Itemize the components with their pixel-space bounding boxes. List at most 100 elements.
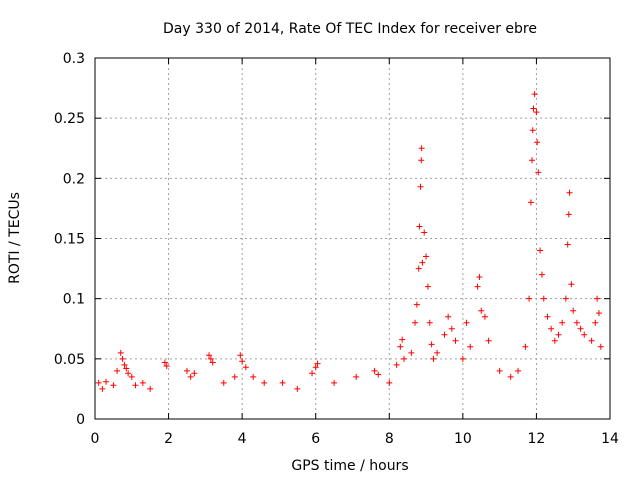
chart-title: Day 330 of 2014, Rate Of TEC Index for r…: [163, 21, 537, 37]
data-point: [529, 127, 536, 134]
x-tick-label: 10: [454, 431, 472, 447]
data-point: [239, 358, 246, 365]
data-point: [434, 349, 441, 356]
data-point: [426, 319, 433, 326]
data-point: [421, 229, 428, 236]
data-point: [237, 352, 244, 359]
data-point: [294, 385, 301, 392]
data-point: [445, 313, 452, 320]
data-point: [110, 382, 117, 389]
data-point: [430, 355, 437, 362]
x-tick-label: 12: [528, 431, 546, 447]
data-point: [531, 91, 538, 98]
data-point: [548, 325, 555, 332]
x-tick-label: 14: [601, 431, 619, 447]
data-point: [103, 378, 110, 385]
data-point: [540, 295, 547, 302]
data-point: [408, 349, 415, 356]
data-point: [424, 283, 431, 290]
data-point: [529, 157, 536, 164]
data-point: [463, 319, 470, 326]
data-point: [413, 301, 420, 308]
data-point: [386, 379, 393, 386]
data-point: [452, 337, 459, 344]
data-point: [163, 363, 170, 370]
data-point: [415, 265, 422, 272]
data-point: [187, 373, 194, 380]
data-point: [312, 364, 319, 371]
data-point: [522, 343, 529, 350]
data-points: [95, 91, 604, 392]
data-point: [125, 370, 132, 377]
data-point: [485, 337, 492, 344]
x-tick-label: 2: [164, 431, 173, 447]
data-point: [577, 325, 584, 332]
data-point: [595, 310, 602, 317]
plot-frame: [94, 57, 611, 420]
data-point: [128, 373, 135, 380]
data-point: [530, 105, 537, 112]
data-point: [220, 379, 227, 386]
data-point: [573, 319, 580, 326]
data-point: [412, 319, 419, 326]
data-point: [132, 382, 139, 389]
data-point: [231, 373, 238, 380]
data-point: [279, 379, 286, 386]
data-point: [191, 370, 198, 377]
x-tick-label: 0: [91, 431, 100, 447]
data-point: [375, 371, 382, 378]
data-point: [534, 139, 541, 146]
data-point: [533, 109, 540, 116]
data-point: [507, 373, 514, 380]
data-point: [467, 343, 474, 350]
data-point: [261, 379, 268, 386]
grid: [95, 58, 610, 419]
data-point: [588, 337, 595, 344]
y-tick-label: 0.05: [54, 352, 85, 368]
data-point: [476, 274, 483, 281]
data-point: [418, 157, 425, 164]
data-point: [570, 307, 577, 314]
x-tick-label: 4: [238, 431, 247, 447]
y-tick-label: 0.2: [63, 171, 85, 187]
data-point: [564, 241, 571, 248]
data-point: [309, 370, 316, 377]
data-point: [555, 331, 562, 338]
data-point: [123, 365, 130, 372]
data-point: [95, 379, 102, 386]
data-point: [423, 253, 430, 260]
data-point: [538, 271, 545, 278]
data-point: [459, 355, 466, 362]
data-point: [537, 247, 544, 254]
data-point: [417, 183, 424, 190]
data-point: [581, 331, 588, 338]
data-point: [527, 199, 534, 206]
data-point: [139, 379, 146, 386]
data-point: [418, 145, 425, 152]
data-point: [441, 331, 448, 338]
y-tick-label: 0.15: [54, 232, 85, 248]
data-point: [161, 359, 168, 366]
data-point: [114, 367, 121, 374]
data-point: [393, 361, 400, 368]
data-point: [99, 385, 106, 392]
data-point: [209, 359, 216, 366]
data-point: [401, 355, 407, 362]
y-tick-label: 0.3: [63, 51, 85, 67]
data-point: [250, 373, 257, 380]
data-point: [416, 223, 423, 230]
data-point: [544, 313, 551, 320]
data-point: [597, 343, 604, 350]
axis-ticks: 0 2 4 6 8 10 12 14 0 0.05 0.1 0.15 0.2 0.25 0.3: [54, 51, 619, 447]
x-tick-label: 8: [385, 431, 394, 447]
data-point: [478, 307, 485, 314]
data-point: [371, 367, 378, 374]
data-point: [592, 319, 599, 326]
data-point: [515, 367, 522, 374]
data-point: [121, 361, 128, 368]
data-point: [568, 281, 575, 288]
data-point: [206, 352, 213, 359]
data-point: [562, 295, 569, 302]
data-point: [496, 367, 503, 374]
data-point: [314, 360, 321, 367]
